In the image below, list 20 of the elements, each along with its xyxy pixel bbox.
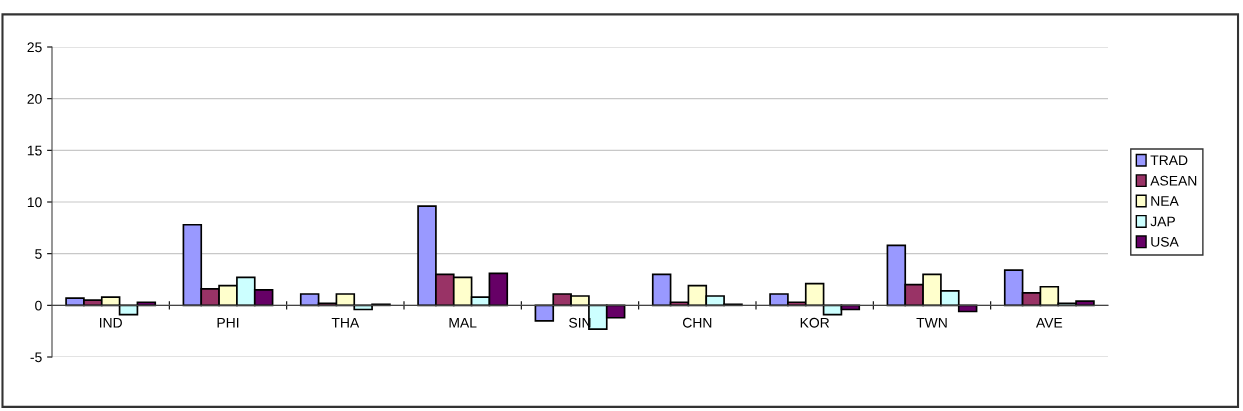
y-tick-label: -5 <box>30 352 42 363</box>
x-tick-label: IND <box>99 317 122 328</box>
legend-label: JAP <box>1150 216 1175 227</box>
x-tick-label: KOR <box>800 317 830 328</box>
legend-label: TRAD <box>1150 155 1188 166</box>
y-tick-label: 20 <box>27 94 42 104</box>
y-tick-label: 0 <box>35 300 42 311</box>
x-tick-label: MAL <box>449 317 477 328</box>
legend-label: NEA <box>1151 196 1179 206</box>
x-tick-label: CHN <box>682 317 712 328</box>
y-tick-label: 25 <box>27 42 42 53</box>
x-tick-label: THA <box>331 317 360 328</box>
x-tick-label: AVE <box>1035 317 1063 328</box>
legend-label: USA <box>1151 236 1179 247</box>
y-tick-label: 10 <box>27 197 42 208</box>
y-tick-label: 15 <box>27 145 42 156</box>
x-tick-label: TWN <box>916 317 947 328</box>
y-tick-label: 5 <box>35 249 42 259</box>
legend-label: ASEAN <box>1150 175 1197 186</box>
x-tick-label: PHI <box>217 317 239 328</box>
